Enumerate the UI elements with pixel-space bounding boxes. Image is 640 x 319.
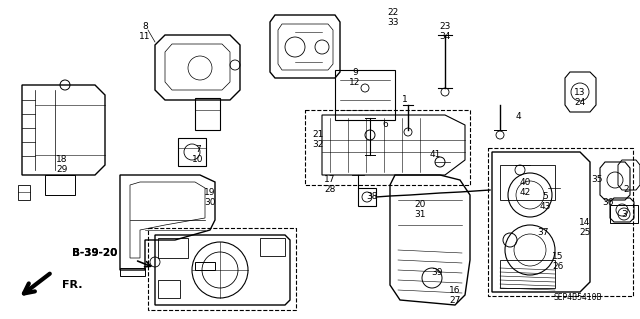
Text: 15
26: 15 26 [552,252,564,271]
Text: 17
28: 17 28 [324,175,336,194]
Bar [305,110,470,185]
Text: 7
10: 7 10 [192,145,204,164]
Bar [500,260,555,288]
Text: 22
33: 22 33 [387,8,399,27]
Bar [178,138,206,166]
Bar [148,228,296,310]
Text: 41: 41 [429,150,441,159]
Text: 14
25: 14 25 [579,218,591,237]
Bar [610,205,638,223]
Text: 9
12: 9 12 [349,68,361,87]
Bar [158,238,188,258]
Text: 16
27: 16 27 [449,286,461,305]
Text: 39: 39 [431,268,443,277]
Text: 8
11: 8 11 [140,22,151,41]
Bar [195,262,215,270]
Text: 36: 36 [602,198,614,207]
Text: 18
29: 18 29 [56,155,68,174]
Text: 23
34: 23 34 [439,22,451,41]
Text: 1: 1 [402,95,408,104]
Text: 35: 35 [591,175,603,184]
Text: 40
42: 40 42 [519,178,531,197]
Text: SEP4B5410B: SEP4B5410B [554,293,602,302]
Text: 19
30: 19 30 [204,188,216,207]
Text: FR.: FR. [62,280,83,290]
Text: 38: 38 [366,192,378,201]
Text: 20
31: 20 31 [414,200,426,219]
Bar [358,188,376,206]
Text: B-39-20: B-39-20 [72,248,118,258]
Bar [158,280,180,298]
Text: 37: 37 [537,228,548,237]
Text: B-39-20: B-39-20 [72,248,118,258]
Text: 2: 2 [623,185,629,194]
Bar [488,148,633,296]
Text: 21
32: 21 32 [312,130,324,149]
Bar [500,165,555,200]
Text: 4: 4 [515,112,521,121]
Bar [260,238,285,256]
Text: 3: 3 [621,210,627,219]
Text: 13
24: 13 24 [574,88,586,108]
Text: 5
43: 5 43 [540,192,550,211]
Text: 6: 6 [382,120,388,129]
Bar [120,268,145,276]
